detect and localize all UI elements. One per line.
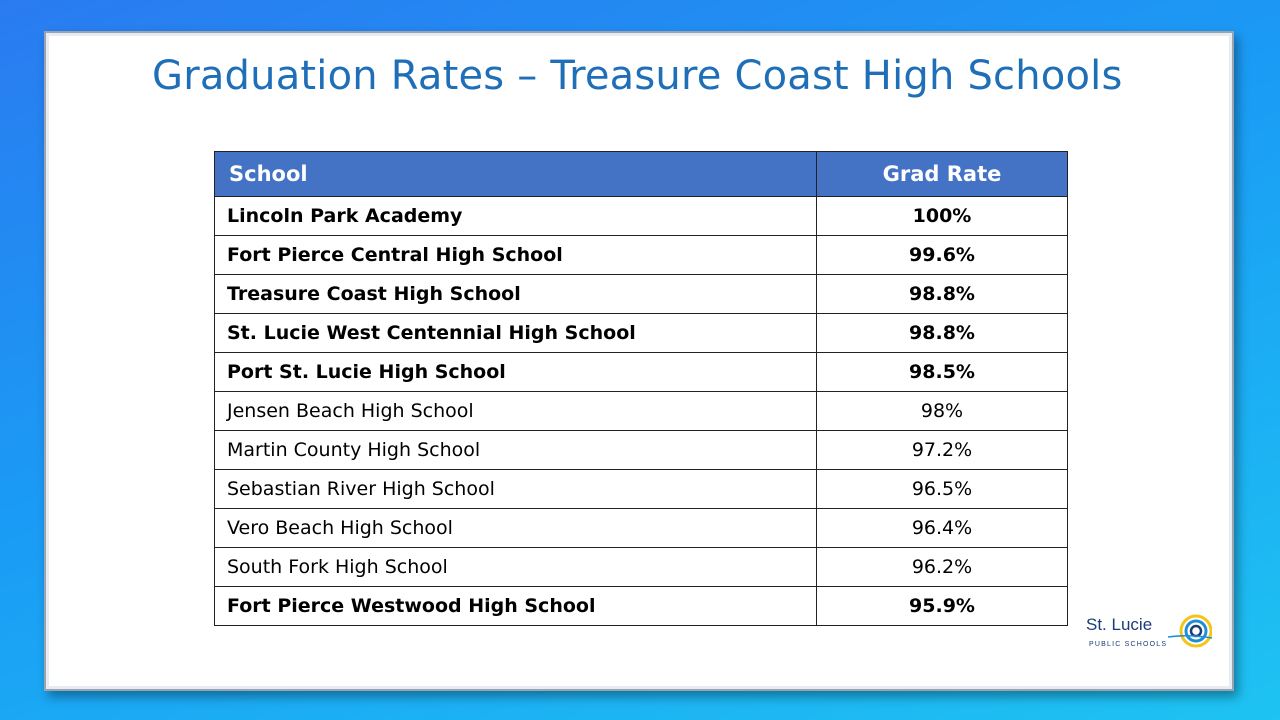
table-row: St. Lucie West Centennial High School 98… — [214, 313, 1068, 353]
school-name: Fort Pierce Central High School — [214, 235, 817, 275]
table-row: Treasure Coast High School 98.8% — [214, 274, 1068, 314]
table-row: Fort Pierce Central High School 99.6% — [214, 235, 1068, 275]
school-name: Martin County High School — [214, 430, 817, 470]
grad-rate: 98.8% — [816, 274, 1068, 314]
table-row: Martin County High School 97.2% — [214, 430, 1068, 470]
table-row: Fort Pierce Westwood High School 95.9% — [214, 586, 1068, 626]
table-row: Jensen Beach High School 98% — [214, 391, 1068, 431]
logo-subtitle: PUBLIC SCHOOLS — [1089, 641, 1168, 648]
grad-rate: 97.2% — [816, 430, 1068, 470]
sun-ripple-logo-icon — [1168, 614, 1212, 648]
table-row: South Fork High School 96.2% — [214, 547, 1068, 587]
table-header-row: School Grad Rate — [214, 151, 1068, 197]
slide: Graduation Rates – Treasure Coast High S… — [44, 31, 1234, 691]
school-name: Lincoln Park Academy — [214, 196, 817, 236]
grad-rate: 100% — [816, 196, 1068, 236]
st-lucie-logo: St. Lucie PUBLIC SCHOOLS — [1082, 614, 1212, 655]
header-school: School — [214, 151, 817, 197]
grad-rate: 98% — [816, 391, 1068, 431]
logo-name: St. Lucie — [1086, 615, 1153, 634]
header-grad-rate: Grad Rate — [816, 151, 1068, 197]
table-row: Vero Beach High School 96.4% — [214, 508, 1068, 548]
school-name: Fort Pierce Westwood High School — [214, 586, 817, 626]
school-name: Port St. Lucie High School — [214, 352, 817, 392]
school-name: Treasure Coast High School — [214, 274, 817, 314]
graduation-rates-table: School Grad Rate Lincoln Park Academy 10… — [214, 151, 1068, 626]
grad-rate: 96.4% — [816, 508, 1068, 548]
grad-rate: 99.6% — [816, 235, 1068, 275]
table-row: Lincoln Park Academy 100% — [214, 196, 1068, 236]
grad-rate: 95.9% — [816, 586, 1068, 626]
school-name: St. Lucie West Centennial High School — [214, 313, 817, 353]
grad-rate: 96.2% — [816, 547, 1068, 587]
school-name: Sebastian River High School — [214, 469, 817, 509]
table-row: Sebastian River High School 96.5% — [214, 469, 1068, 509]
table-row: Port St. Lucie High School 98.5% — [214, 352, 1068, 392]
school-name: South Fork High School — [214, 547, 817, 587]
grad-rate: 98.8% — [816, 313, 1068, 353]
grad-rate: 98.5% — [816, 352, 1068, 392]
grad-rate: 96.5% — [816, 469, 1068, 509]
school-name: Jensen Beach High School — [214, 391, 817, 431]
school-name: Vero Beach High School — [214, 508, 817, 548]
slide-title: Graduation Rates – Treasure Coast High S… — [152, 53, 1123, 99]
